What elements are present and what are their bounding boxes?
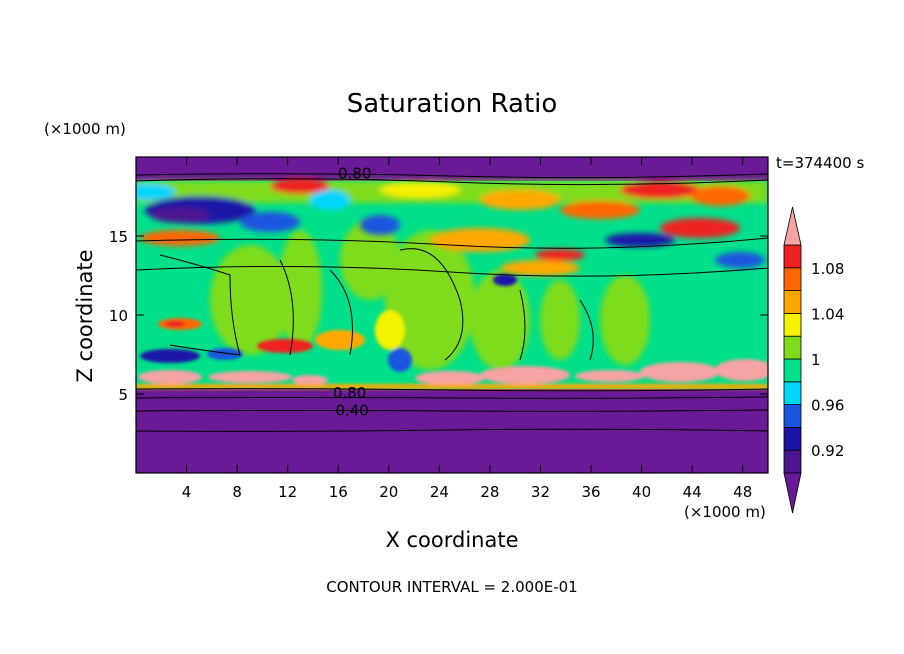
x-tick-label: 44 — [683, 483, 702, 501]
colorbar-swatch — [783, 335, 802, 360]
colorbar-over-arrow — [783, 206, 802, 246]
colorbar-swatch — [783, 404, 802, 428]
y-tick-label: 10 — [109, 307, 128, 325]
chart-title: Saturation Ratio — [347, 89, 558, 119]
x-tick-label: 36 — [581, 483, 600, 501]
contour-label: 0.40 — [335, 401, 368, 419]
colorbar-under-arrow — [783, 472, 802, 514]
x-tick-label: 20 — [379, 483, 398, 501]
time-label: t=374400 s — [776, 154, 864, 172]
colorbar-swatch — [783, 312, 802, 337]
x-tick-label: 48 — [733, 483, 752, 501]
x-tick-label: 12 — [278, 483, 297, 501]
y-tick-label: 15 — [109, 228, 128, 246]
y-axis-ticks: 5 10 15 — [109, 228, 768, 404]
x-axis-label: X coordinate — [385, 528, 518, 552]
colorbar-swatch — [783, 290, 802, 314]
x-tick-label: 32 — [531, 483, 550, 501]
y-axis-label: Z coordinate — [73, 249, 97, 382]
colorbar: 0.92 0.96 1 1.04 1.08 — [783, 206, 844, 514]
contour-label: 0.80 — [333, 384, 366, 402]
x-tick-label: 8 — [232, 483, 242, 501]
contour-interval-label: CONTOUR INTERVAL = 2.000E-01 — [326, 578, 577, 596]
colorbar-swatch — [783, 426, 802, 451]
colorbar-swatch — [783, 381, 802, 405]
colorbar-tick-label: 0.96 — [811, 397, 844, 415]
colorbar-tick-label: 1.04 — [811, 305, 844, 323]
x-tick-label: 24 — [430, 483, 449, 501]
y-unit-label: (×1000 m) — [44, 120, 126, 138]
x-unit-label: (×1000 m) — [684, 503, 766, 521]
heatmap-field: 0.800.800.40 — [136, 157, 768, 473]
x-tick-label: 28 — [480, 483, 499, 501]
colorbar-swatch — [783, 244, 802, 269]
contour-label: 0.80 — [338, 164, 371, 182]
colorbar-tick-label: 0.92 — [811, 442, 844, 460]
contour-labels: 0.800.800.40 — [333, 164, 371, 419]
colorbar-swatch — [783, 267, 802, 291]
x-tick-label: 4 — [182, 483, 192, 501]
x-tick-label: 40 — [632, 483, 651, 501]
colorbar-swatch — [783, 358, 802, 383]
colorbar-swatch — [783, 449, 802, 474]
x-tick-label: 16 — [329, 483, 348, 501]
x-axis-ticks: 4 8 12 16 20 24 28 32 36 40 44 48 — [182, 157, 752, 501]
colorbar-tick-label: 1 — [811, 351, 821, 369]
y-tick-label: 5 — [118, 386, 128, 404]
colorbar-tick-label: 1.08 — [811, 260, 844, 278]
